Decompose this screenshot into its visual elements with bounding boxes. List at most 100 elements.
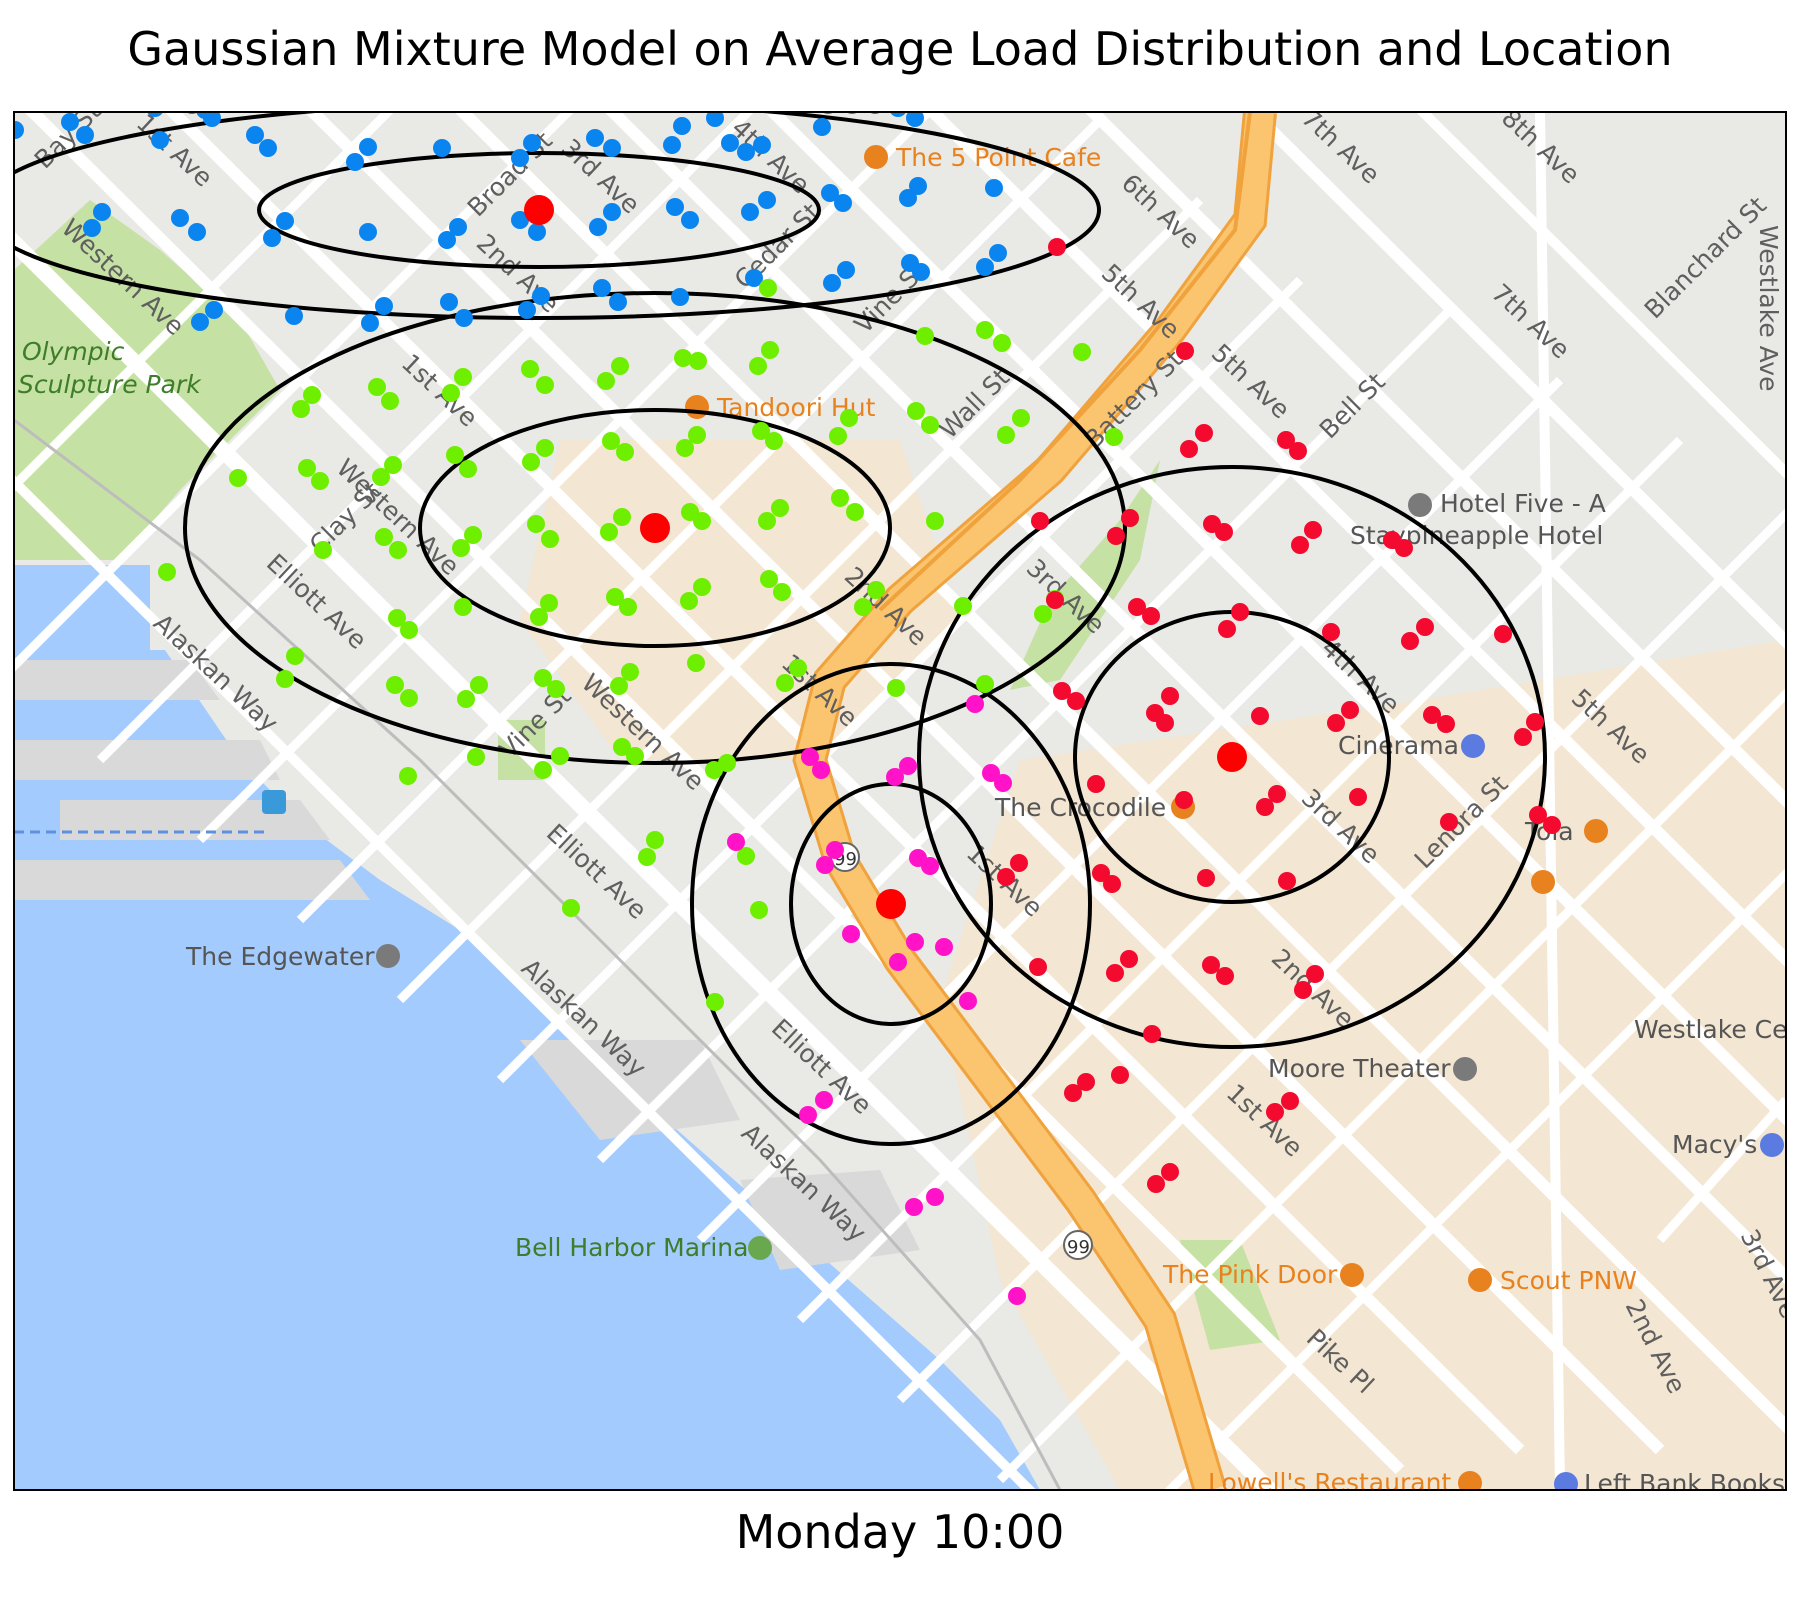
data-point xyxy=(527,515,545,533)
poi-moore-theater[interactable]: Moore Theater xyxy=(1268,1054,1477,1083)
data-point xyxy=(541,530,559,548)
data-point xyxy=(721,134,739,152)
data-point xyxy=(14,121,24,139)
data-point xyxy=(1529,806,1547,824)
gmm-ellipses xyxy=(14,112,1547,1146)
data-point xyxy=(997,426,1015,444)
data-point xyxy=(400,689,418,707)
data-point xyxy=(311,472,329,490)
data-point xyxy=(840,409,858,427)
data-point xyxy=(1306,965,1324,983)
data-point xyxy=(912,263,930,281)
shopping-bag-icon xyxy=(1554,1472,1578,1490)
hotel-icon xyxy=(1408,493,1432,517)
data-point xyxy=(1147,1175,1165,1193)
data-point xyxy=(1010,854,1028,872)
poi-label: Lowell's Restaurant xyxy=(1208,1468,1451,1497)
data-point xyxy=(899,189,917,207)
data-point xyxy=(399,767,417,785)
data-point xyxy=(146,112,164,117)
poi-label: Macy's xyxy=(1672,1130,1757,1159)
data-point xyxy=(285,307,303,325)
data-point xyxy=(1437,715,1455,733)
data-point xyxy=(674,349,692,367)
data-point xyxy=(907,402,925,420)
data-point xyxy=(976,258,994,276)
poi-pink-door[interactable]: The Pink Door xyxy=(1162,1260,1364,1289)
data-point xyxy=(758,191,776,209)
data-point xyxy=(547,680,565,698)
data-point xyxy=(1107,527,1125,545)
cluster-center xyxy=(524,195,554,225)
poi-crocodile[interactable]: The Crocodile xyxy=(994,793,1195,822)
data-point xyxy=(886,768,904,786)
data-point xyxy=(384,456,402,474)
data-point xyxy=(1231,603,1249,621)
data-point xyxy=(753,136,771,154)
data-point xyxy=(523,134,541,152)
data-point xyxy=(1401,632,1419,650)
data-point xyxy=(1046,591,1064,609)
data-point xyxy=(831,489,849,507)
data-point xyxy=(976,675,994,693)
poi-layer: The 5 Point Cafe Tandoori Hut Hotel Five… xyxy=(185,143,1787,1498)
poi-lowells[interactable]: Lowell's Restaurant xyxy=(1208,1468,1482,1497)
data-point xyxy=(1543,816,1561,834)
data-point xyxy=(750,901,768,919)
data-point xyxy=(76,126,94,144)
data-point xyxy=(689,352,707,370)
data-point xyxy=(386,676,404,694)
data-point xyxy=(276,670,294,688)
data-point xyxy=(1349,788,1367,806)
data-point xyxy=(1202,956,1220,974)
ferry-icon xyxy=(262,790,286,814)
data-point xyxy=(837,261,855,279)
data-point xyxy=(1064,1084,1082,1102)
data-point xyxy=(815,1091,833,1109)
data-point xyxy=(741,203,759,221)
poi-cinerama[interactable]: Cinerama xyxy=(1338,731,1485,760)
data-point xyxy=(706,993,724,1011)
data-point xyxy=(887,679,905,697)
poi-westlake-center[interactable]: Westlake Ce xyxy=(1634,1015,1787,1044)
poi-edgewater[interactable]: The Edgewater xyxy=(185,942,400,971)
poi-bell-harbor-marina[interactable]: Bell Harbor Marina xyxy=(515,1233,772,1262)
data-point xyxy=(1111,1066,1129,1084)
data-point xyxy=(534,669,552,687)
data-point xyxy=(1395,539,1413,557)
data-point xyxy=(452,539,470,557)
data-point xyxy=(1142,607,1160,625)
data-point xyxy=(1073,343,1091,361)
poi-scout-pnw[interactable]: Scout PNW xyxy=(1468,1266,1637,1295)
data-point xyxy=(521,360,539,378)
data-point xyxy=(821,184,839,202)
data-point xyxy=(551,747,569,765)
data-point xyxy=(446,446,464,464)
data-point xyxy=(388,609,406,627)
data-point xyxy=(616,443,634,461)
data-point xyxy=(899,757,917,775)
data-point xyxy=(1215,523,1233,541)
route-shield-label: 99 xyxy=(1067,1237,1090,1258)
shopping-bag-icon xyxy=(1760,1133,1784,1157)
data-point xyxy=(359,138,377,156)
data-point xyxy=(613,738,631,756)
data-point xyxy=(638,848,656,866)
poi-macys[interactable]: Macy's xyxy=(1672,1130,1784,1159)
data-point xyxy=(205,301,223,319)
data-point xyxy=(93,203,111,221)
poi-5-point-cafe[interactable]: The 5 Point Cafe xyxy=(864,143,1101,172)
data-point xyxy=(229,469,247,487)
data-point xyxy=(1034,605,1052,623)
data-point xyxy=(536,439,554,457)
data-point xyxy=(905,1198,923,1216)
data-point xyxy=(1012,409,1030,427)
data-point xyxy=(603,203,621,221)
poi-left-bank-books[interactable]: Left Bank Books xyxy=(1554,1469,1785,1498)
data-point xyxy=(619,598,637,616)
data-point xyxy=(829,427,847,445)
data-point xyxy=(440,293,458,311)
fork-knife-icon xyxy=(1458,1471,1482,1490)
data-point xyxy=(528,223,546,241)
data-point xyxy=(994,774,1012,792)
